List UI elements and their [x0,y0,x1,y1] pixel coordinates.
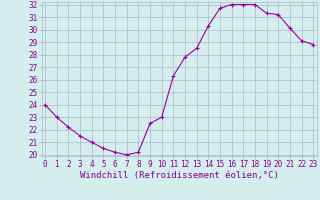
X-axis label: Windchill (Refroidissement éolien,°C): Windchill (Refroidissement éolien,°C) [80,171,279,180]
